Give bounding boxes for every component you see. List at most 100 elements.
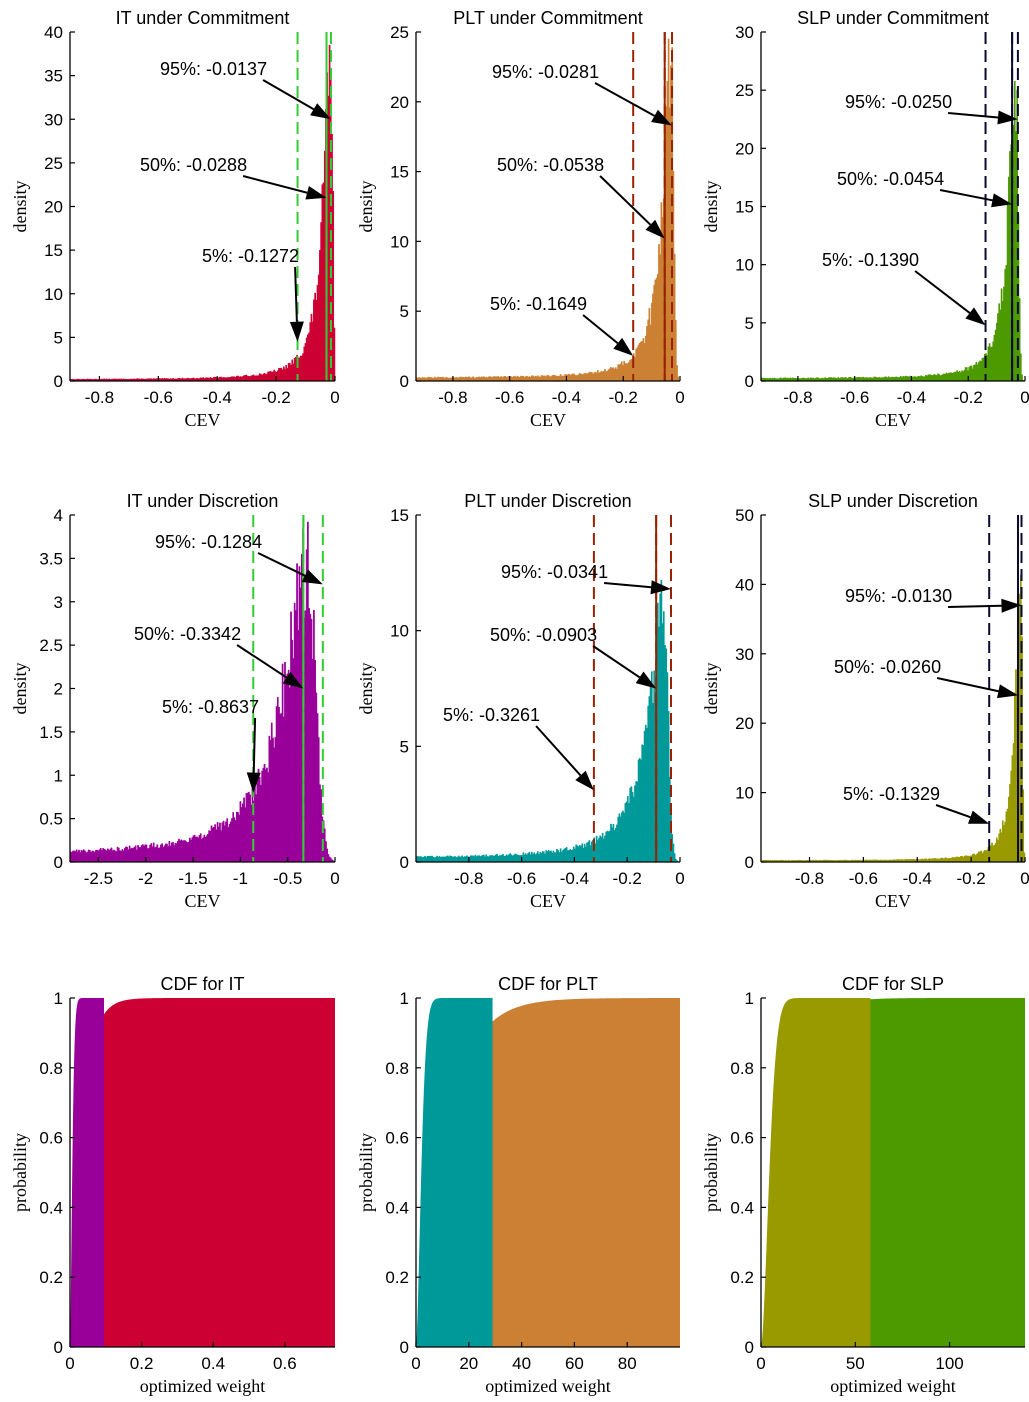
annotation-arrowhead bbox=[613, 337, 634, 356]
x-tick-label: 100 bbox=[935, 1354, 963, 1373]
y-tick-label: 2 bbox=[54, 680, 63, 699]
x-tick-label: 40 bbox=[512, 1354, 531, 1373]
annotation-label: 95%: -0.0341 bbox=[501, 562, 608, 582]
x-tick-label: -0.4 bbox=[897, 388, 926, 407]
x-tick-label: -0.4 bbox=[203, 388, 232, 407]
y-tick-label: 0.8 bbox=[385, 1059, 409, 1078]
y-tick-label: 25 bbox=[44, 154, 63, 173]
cdf-area-series-2 bbox=[416, 998, 493, 1347]
annotation-arrow bbox=[939, 189, 993, 202]
chart-panel-8: 0 0.2 0.4 0.6 0.8 1 0 20 40 60 80 CDF for PLT optimi… bbox=[356, 974, 680, 1396]
chart-panel-4: 95%: -0.1284 50%: -0.3342 5%: -0.8637 0 0.5 1… bbox=[10, 491, 340, 911]
x-tick-label: 0.4 bbox=[201, 1354, 225, 1373]
y-axis-label: probability bbox=[701, 1133, 721, 1212]
y-tick-label: 35 bbox=[44, 67, 63, 86]
x-tick-label: -0.8 bbox=[85, 388, 114, 407]
x-tick-label: -0.8 bbox=[795, 869, 824, 888]
x-axis-label: CEV bbox=[530, 891, 566, 911]
annotation-arrow bbox=[592, 645, 641, 679]
y-tick-label: 3.5 bbox=[39, 549, 63, 568]
y-tick-label: 5 bbox=[745, 314, 754, 333]
chart-panel-6: 95%: -0.0130 50%: -0.0260 5%: -0.1329 0 10 20… bbox=[701, 491, 1029, 911]
y-tick-label: 20 bbox=[44, 198, 63, 217]
y-axis-label: density bbox=[701, 181, 721, 233]
y-tick-label: 0.6 bbox=[39, 1129, 63, 1148]
x-tick-label: -0.6 bbox=[144, 388, 173, 407]
chart-title: CDF for IT bbox=[161, 974, 245, 994]
x-tick-label: 50 bbox=[846, 1354, 865, 1373]
chart-title: PLT under Commitment bbox=[453, 8, 642, 28]
y-axis-label: probability bbox=[356, 1133, 376, 1212]
x-axis-label: CEV bbox=[875, 891, 911, 911]
x-axis-label: optimized weight bbox=[140, 1376, 265, 1396]
x-tick-label: 0 bbox=[1020, 388, 1029, 407]
x-axis-label: CEV bbox=[875, 410, 911, 430]
annotation-arrowhead bbox=[305, 186, 327, 200]
x-tick-label: 0 bbox=[756, 1354, 765, 1373]
y-tick-label: 0 bbox=[745, 1338, 754, 1357]
annotation-arrowhead bbox=[301, 569, 323, 585]
annotation-label: 5%: -0.1272 bbox=[202, 246, 299, 266]
x-axis-label: CEV bbox=[530, 410, 566, 430]
x-tick-label: -2.5 bbox=[84, 869, 113, 888]
y-tick-label: 25 bbox=[735, 81, 754, 100]
annotation-arrow bbox=[935, 804, 971, 819]
x-tick-label: -0.8 bbox=[454, 869, 483, 888]
y-axis-label: density bbox=[10, 181, 30, 233]
y-tick-label: 20 bbox=[390, 93, 409, 112]
x-axis-label: CEV bbox=[185, 410, 221, 430]
annotation-arrowhead bbox=[246, 772, 261, 793]
annotation-label: 5%: -0.1390 bbox=[822, 250, 919, 270]
annotation-label: 5%: -0.3261 bbox=[443, 705, 540, 725]
x-tick-label: 0 bbox=[675, 869, 684, 888]
x-tick-label: -0.6 bbox=[840, 388, 869, 407]
y-tick-label: 0.2 bbox=[385, 1268, 409, 1287]
annotation-arrow bbox=[294, 266, 298, 322]
y-tick-label: 10 bbox=[735, 256, 754, 275]
y-tick-label: 0 bbox=[400, 372, 409, 391]
y-tick-label: 0.6 bbox=[385, 1129, 409, 1148]
chart-title: CDF for SLP bbox=[842, 974, 944, 994]
annotation-arrowhead bbox=[282, 671, 304, 689]
x-tick-label: -1.5 bbox=[178, 869, 207, 888]
annotation-arrow bbox=[262, 79, 315, 111]
x-tick-label: 0 bbox=[411, 1354, 420, 1373]
annotation-arrow bbox=[594, 82, 656, 117]
y-tick-label: 2.5 bbox=[39, 636, 63, 655]
annotation-label: 95%: -0.0130 bbox=[845, 586, 952, 606]
y-tick-label: 0 bbox=[745, 853, 754, 872]
y-tick-label: 0.4 bbox=[385, 1198, 409, 1217]
y-axis-label: density bbox=[356, 663, 376, 715]
y-tick-label: 0.4 bbox=[39, 1198, 63, 1217]
x-tick-label: 0.2 bbox=[130, 1354, 154, 1373]
annotation-arrowhead bbox=[968, 810, 990, 824]
annotation-arrowhead bbox=[997, 110, 1018, 125]
chart-panel-3: 95%: -0.0250 50%: -0.0454 5%: -0.1390 0 5 10 1… bbox=[701, 8, 1029, 430]
annotation-arrowhead bbox=[575, 770, 594, 791]
chart-title: PLT under Discretion bbox=[464, 491, 631, 511]
annotation-arrow bbox=[936, 677, 999, 693]
y-tick-label: 40 bbox=[44, 23, 63, 42]
y-tick-label: 0 bbox=[400, 1338, 409, 1357]
y-tick-label: 15 bbox=[735, 198, 754, 217]
annotation-label: 95%: -0.0281 bbox=[492, 62, 599, 82]
cdf-area-series-1 bbox=[71, 998, 335, 1347]
x-tick-label: 0 bbox=[330, 869, 339, 888]
histogram-bars bbox=[69, 521, 336, 863]
annotation-arrowhead bbox=[645, 219, 665, 239]
x-tick-label: 0 bbox=[330, 388, 339, 407]
y-tick-label: 10 bbox=[390, 232, 409, 251]
annotation-arrowhead bbox=[651, 109, 672, 126]
y-axis-label: density bbox=[10, 663, 30, 715]
x-tick-label: -0.4 bbox=[552, 388, 581, 407]
chart-panel-9: 0 0.2 0.4 0.6 0.8 1 0 50 100 CDF for SLP optimized… bbox=[701, 974, 1025, 1396]
annotation-arrowhead bbox=[991, 193, 1013, 208]
annotation-label: 50%: -0.0260 bbox=[834, 657, 941, 677]
x-tick-label: -0.4 bbox=[560, 869, 589, 888]
y-tick-label: 5 bbox=[400, 302, 409, 321]
histogram-bars bbox=[415, 38, 681, 382]
y-tick-label: 10 bbox=[390, 622, 409, 641]
x-tick-label: -0.5 bbox=[273, 869, 302, 888]
chart-title: SLP under Commitment bbox=[797, 8, 989, 28]
chart-panel-5: 95%: -0.0341 50%: -0.0903 5%: -0.3261 0 5 10 1… bbox=[356, 491, 685, 911]
